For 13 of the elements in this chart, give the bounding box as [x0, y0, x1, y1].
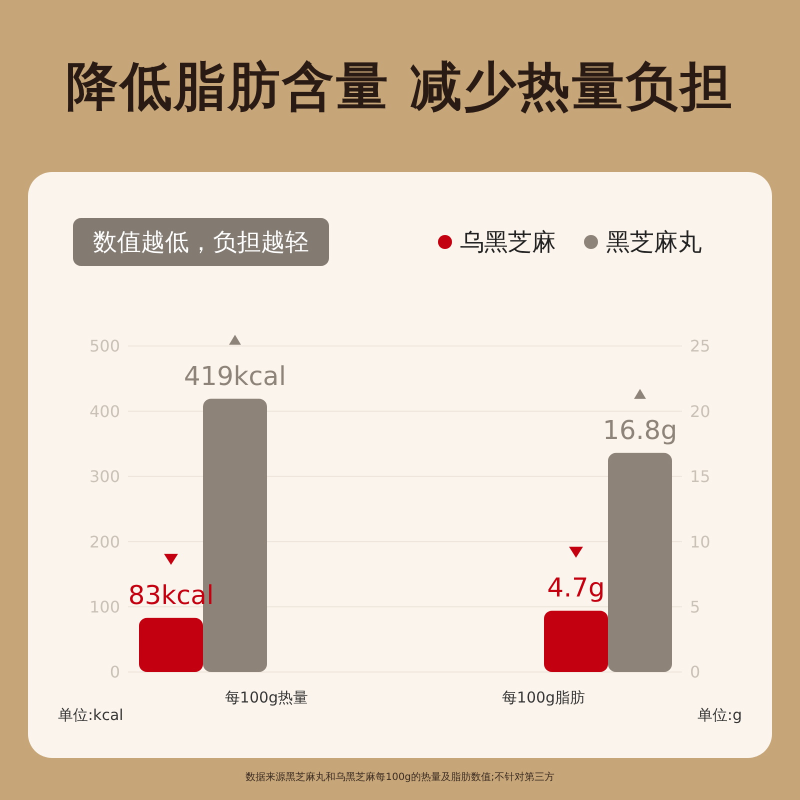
x-tick-label: 每100g热量 [224, 688, 308, 707]
data-label: 4.7g [547, 574, 605, 604]
y2-axis-title: 单位:g [697, 706, 742, 725]
legend-label: 黑芝麻丸 [606, 227, 702, 258]
data-label: 83kcal [128, 580, 214, 611]
legend-label: 乌黑芝麻 [460, 227, 556, 258]
data-label: 419kcal [184, 362, 286, 392]
data-label: 16.8g [602, 416, 678, 446]
text: 数据来源黑芝麻丸和乌黑芝麻每100g的热量及脂肪数值;不针对第三方 [244, 770, 556, 784]
x-tick-label: 每100g脂肪 [502, 688, 586, 707]
y-axis-title: 单位:kcal [58, 706, 124, 725]
chart-title: 降低脂肪含量 减少热量负担 [64, 56, 736, 119]
chart-subtitle: 数值越低，负担越轻 [73, 218, 329, 266]
